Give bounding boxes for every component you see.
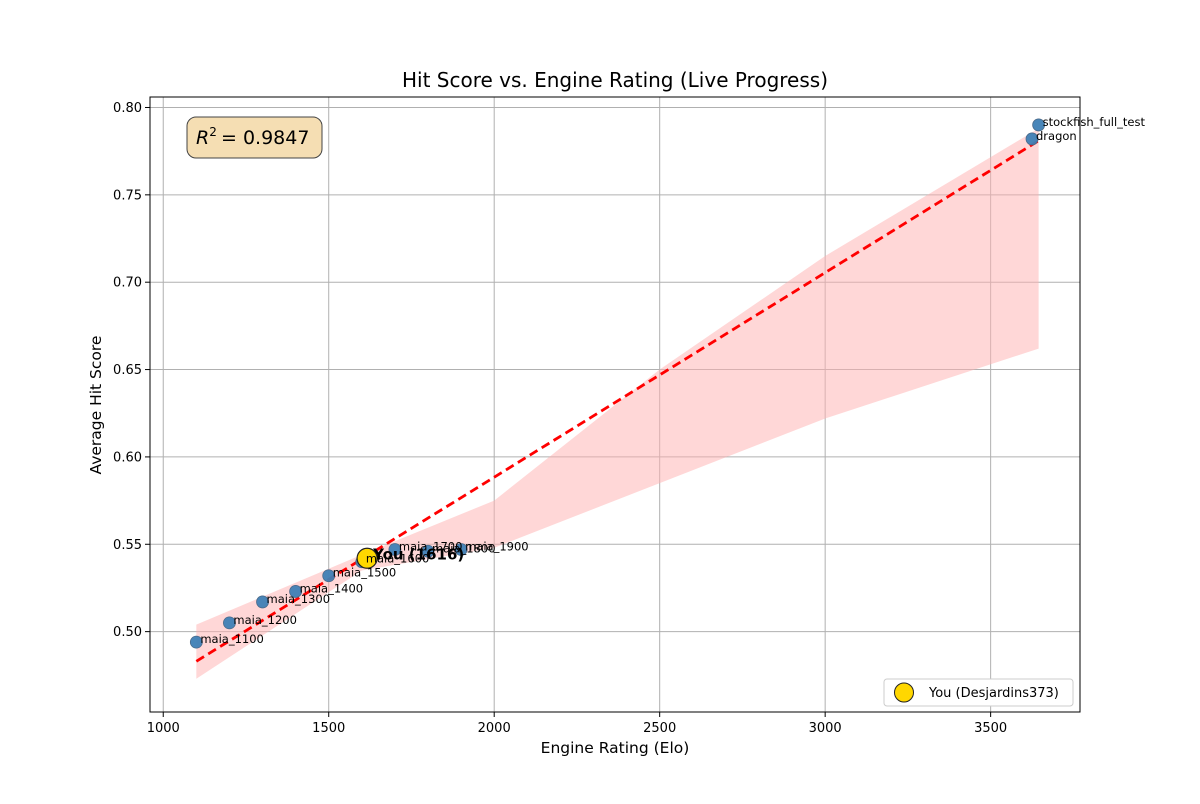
data-point bbox=[1025, 132, 1039, 146]
data-points bbox=[189, 118, 1046, 649]
data-point bbox=[256, 595, 269, 609]
y-tick-label: 0.55 bbox=[113, 538, 142, 553]
data-point-label: maia_1800 bbox=[432, 541, 496, 555]
data-point bbox=[1032, 118, 1046, 132]
x-tick-label: 1000 bbox=[147, 721, 180, 736]
r-squared-box: R2 = 0.9847 bbox=[186, 116, 323, 159]
data-point bbox=[454, 543, 468, 556]
data-point bbox=[189, 635, 203, 649]
y-tick-label: 0.80 bbox=[113, 101, 142, 116]
y-tick-label: 0.70 bbox=[113, 276, 142, 291]
regression-line bbox=[195, 139, 1040, 663]
r-squared-value: = 0.9847 bbox=[221, 127, 309, 149]
data-point-labels: maia_1100maia_1200maia_1300maia_1400maia… bbox=[200, 115, 1145, 646]
y-tick-label: 0.50 bbox=[113, 625, 142, 640]
x-axis-ticks: 1000 1500 2000 2500 3000 3500 bbox=[147, 712, 1007, 736]
data-point-label: maia_1700 bbox=[399, 540, 463, 554]
x-tick-label: 3000 bbox=[809, 721, 842, 736]
y-tick-label: 0.75 bbox=[113, 188, 142, 203]
data-point bbox=[223, 616, 236, 630]
data-point-label: maia_1200 bbox=[233, 613, 297, 627]
user-data-point-label: You (1616) bbox=[372, 545, 464, 563]
x-tick-label: 2500 bbox=[643, 721, 676, 736]
data-point-label: dragon bbox=[1036, 129, 1077, 143]
x-tick-label: 1500 bbox=[312, 721, 345, 736]
user-data-point bbox=[356, 547, 378, 569]
data-point bbox=[388, 543, 402, 556]
legend-marker-you bbox=[894, 682, 914, 703]
y-axis-title: Average Hit Score bbox=[87, 336, 105, 475]
confidence-band bbox=[196, 128, 1039, 679]
data-point-label: maia_1900 bbox=[465, 540, 529, 554]
x-axis-title: Engine Rating (Elo) bbox=[541, 739, 690, 757]
y-tick-label: 0.60 bbox=[113, 450, 142, 465]
data-point bbox=[421, 544, 435, 558]
data-point bbox=[322, 569, 336, 583]
data-point-label: stockfish_full_test bbox=[1043, 115, 1146, 129]
plot-frame bbox=[149, 96, 1081, 713]
legend-label-you: You (Desjardins373) bbox=[928, 686, 1059, 701]
r-squared-box-background bbox=[186, 116, 323, 159]
data-point-label: maia_1300 bbox=[267, 592, 331, 606]
data-point bbox=[289, 585, 303, 598]
x-tick-label: 3500 bbox=[974, 721, 1007, 736]
chart-title: Hit Score vs. Engine Rating (Live Progre… bbox=[402, 68, 828, 92]
data-point-label: maia_1600 bbox=[366, 552, 430, 566]
x-tick-label: 2000 bbox=[478, 721, 511, 736]
data-point-label: maia_1500 bbox=[333, 566, 397, 580]
y-axis-ticks: 0.50 0.55 0.60 0.65 0.70 0.75 0.80 bbox=[113, 101, 150, 640]
data-point-label: maia_1100 bbox=[200, 632, 264, 646]
y-tick-label: 0.65 bbox=[113, 363, 142, 378]
legend-frame bbox=[883, 678, 1074, 707]
legend: You (Desjardins373) bbox=[883, 678, 1074, 707]
data-point-label: maia_1400 bbox=[300, 581, 364, 595]
